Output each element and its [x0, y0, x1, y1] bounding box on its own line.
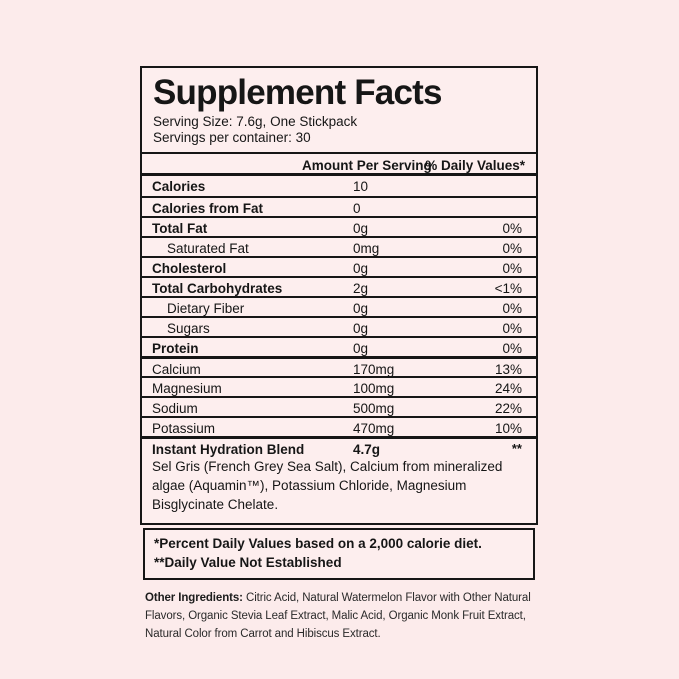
nutrient-daily-value: 0% [502, 260, 522, 276]
table-row: Saturated Fat 0mg 0% [142, 235, 536, 256]
nutrient-name: Total Carbohydrates [152, 280, 283, 296]
nutrient-daily-value: 10% [494, 420, 522, 436]
table-row: Calories from Fat 0 [142, 195, 536, 216]
nutrient-name: Total Fat [152, 220, 208, 236]
nutrient-daily-value: 0% [502, 220, 522, 236]
servings-per-container-text: Servings per container: 30 [153, 130, 311, 146]
nutrient-amount: 0mg [353, 240, 380, 256]
table-row: Cholesterol 0g 0% [142, 255, 536, 276]
other-ingredients: Other Ingredients: Citric Acid, Natural … [145, 590, 537, 643]
table-row: Calcium 170mg 13% [142, 355, 536, 377]
nutrient-name: Instant Hydration Blend [152, 441, 305, 457]
label-title: Supplement Facts [153, 73, 442, 112]
nutrient-amount: 470mg [353, 420, 395, 436]
nutrient-daily-value: 0% [502, 340, 522, 356]
table-row: Calories 10 [142, 176, 536, 196]
other-ingredients-text: Citric Acid, Natural Watermelon Flavor w… [145, 591, 531, 640]
table-row: Potassium 470mg 10% [142, 415, 536, 436]
nutrient-amount: 100mg [353, 380, 395, 396]
nutrient-name: Sodium [152, 400, 198, 416]
nutrient-daily-value: ** [511, 440, 522, 456]
nutrient-amount: 0g [353, 220, 369, 236]
nutrient-daily-value: 0% [502, 320, 522, 336]
table-row: Instant Hydration Blend 4.7g ** [142, 435, 536, 457]
nutrient-name: Dietary Fiber [167, 300, 245, 316]
table-row: Total Fat 0g 0% [142, 215, 536, 236]
table-row: Protein 0g 0% [142, 335, 536, 356]
nutrient-name: Potassium [152, 420, 216, 436]
column-header-row: Amount Per Serving % Daily Values* [142, 151, 536, 176]
nutrient-amount: 4.7g [353, 441, 381, 457]
table-row: Magnesium 100mg 24% [142, 375, 536, 396]
nutrient-daily-value: 0% [502, 240, 522, 256]
nutrient-amount: 0g [353, 300, 369, 316]
footnote-box: *Percent Daily Values based on a 2,000 c… [143, 527, 535, 580]
nutrient-amount: 0g [353, 340, 369, 356]
nutrient-amount: 10 [353, 178, 369, 194]
nutrient-table: Calories 10 Calories from Fat 0 Total Fat 0g 0… [142, 176, 536, 457]
supplement-facts-panel: Supplement Facts Serving Size: 7.6g, One… [140, 66, 538, 525]
table-row: Sodium 500mg 22% [142, 395, 536, 416]
supplement-facts-label: Supplement Facts Serving Size: 7.6g, One… [140, 66, 538, 643]
other-ingredients-label: Other Ingredients: [145, 591, 243, 604]
table-row: Total Carbohydrates 2g <1% [142, 275, 536, 296]
nutrient-name: Sugars [167, 320, 210, 336]
nutrient-name: Calories [152, 178, 206, 194]
nutrient-name: Magnesium [152, 380, 222, 396]
nutrient-name: Calories from Fat [152, 200, 264, 216]
footnote-daily-values: *Percent Daily Values based on a 2,000 c… [154, 535, 482, 551]
nutrient-name: Cholesterol [152, 260, 227, 276]
nutrient-name: Saturated Fat [167, 240, 249, 256]
nutrient-daily-value: 24% [494, 380, 522, 396]
nutrient-amount: 500mg [353, 400, 395, 416]
nutrient-amount: 170mg [353, 361, 395, 377]
nutrient-amount: 0 [353, 200, 361, 216]
serving-size-text: Serving Size: 7.6g, One Stickpack [153, 114, 358, 129]
nutrient-daily-value: 13% [494, 361, 522, 377]
nutrient-amount: 0g [353, 320, 369, 336]
title-block: Supplement Facts Serving Size: 7.6g, One… [142, 68, 536, 152]
daily-values-header: % Daily Values* [425, 157, 525, 173]
nutrient-daily-value: <1% [494, 280, 522, 296]
nutrient-daily-value: 22% [494, 400, 522, 416]
nutrient-name: Calcium [152, 361, 201, 377]
nutrient-amount: 2g [353, 280, 369, 296]
table-row: Sugars 0g 0% [142, 315, 536, 336]
footnote-not-established: **Daily Value Not Established [154, 554, 342, 570]
nutrient-daily-value: 0% [502, 300, 522, 316]
nutrient-amount: 0g [353, 260, 369, 276]
nutrient-name: Protein [152, 340, 199, 356]
amount-per-serving-header: Amount Per Serving [302, 157, 432, 173]
table-row: Dietary Fiber 0g 0% [142, 295, 536, 316]
blend-description: Sel Gris (French Grey Sea Salt), Calcium… [152, 458, 503, 512]
